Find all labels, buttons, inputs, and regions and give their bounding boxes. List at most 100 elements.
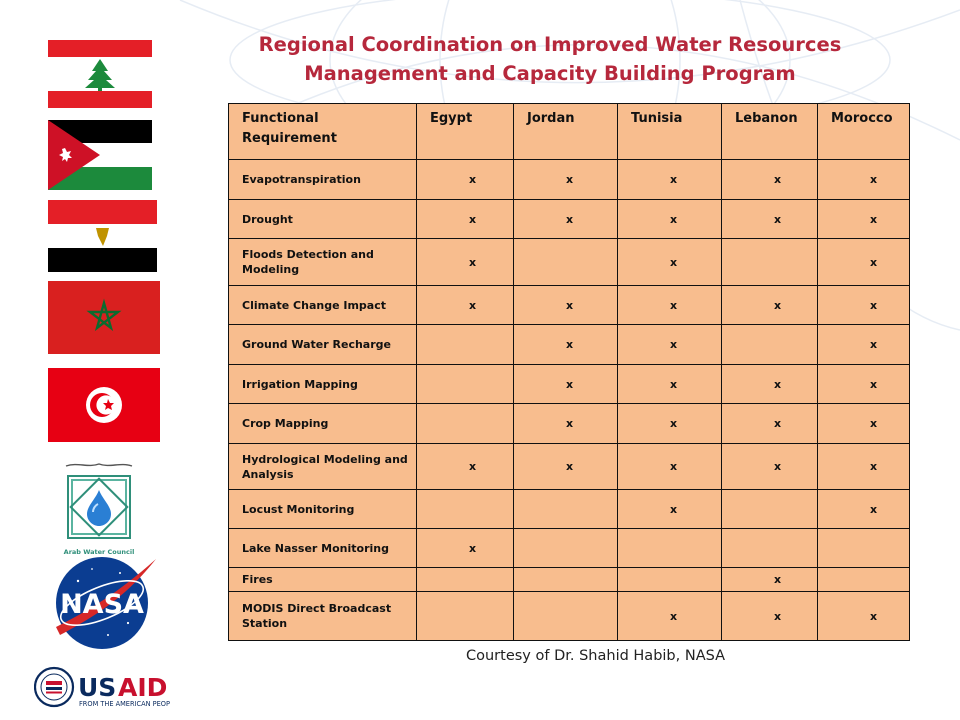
cell-lebanon: x (721, 443, 818, 490)
header-morocco: Morocco (817, 103, 910, 160)
tunisia-flag (48, 368, 160, 442)
cell-tunisia: x (617, 443, 722, 490)
arab-water-council-name: Arab Water Council (63, 548, 135, 556)
cell-egypt: x (416, 238, 514, 286)
row-label: Evapotranspiration (228, 159, 417, 200)
cell-egypt (416, 567, 514, 592)
cell-egypt (416, 324, 514, 365)
table-row: Evapotranspiration x x x x x (228, 159, 910, 200)
cell-tunisia (617, 528, 722, 568)
cell-lebanon: x (721, 199, 818, 239)
cell-morocco (817, 567, 910, 592)
row-label: Hydrological Modeling and Analysis (228, 443, 417, 490)
title-line-1: Regional Coordination on Improved Water … (258, 33, 842, 56)
header-lebanon: Lebanon (721, 103, 818, 160)
cell-morocco: x (817, 364, 910, 404)
cell-jordan (513, 567, 618, 592)
cell-morocco: x (817, 591, 910, 641)
cell-jordan (513, 528, 618, 568)
cell-morocco: x (817, 403, 910, 444)
cell-lebanon: x (721, 591, 818, 641)
cell-lebanon: x (721, 403, 818, 444)
cell-jordan: x (513, 364, 618, 404)
cell-jordan: x (513, 403, 618, 444)
table-row: Drought x x x x x (228, 199, 910, 239)
cell-morocco (817, 528, 910, 568)
cell-jordan: x (513, 159, 618, 200)
lebanon-flag (48, 40, 152, 108)
cell-tunisia: x (617, 403, 722, 444)
row-label: Floods Detection and Modeling (228, 238, 417, 286)
cell-tunisia: x (617, 489, 722, 529)
cell-lebanon: x (721, 285, 818, 325)
morocco-flag (48, 281, 160, 354)
cell-tunisia: x (617, 159, 722, 200)
row-label: Lake Nasser Monitoring (228, 528, 417, 568)
title-line-2: Management and Capacity Building Program (304, 62, 796, 85)
cell-lebanon (721, 324, 818, 365)
cell-tunisia: x (617, 199, 722, 239)
usaid-wordmark-aid: AID (118, 673, 167, 702)
cell-egypt: x (416, 285, 514, 325)
table-row: Locust Monitoring x x (228, 489, 910, 529)
cell-egypt: x (416, 443, 514, 490)
header-tunisia: Tunisia (617, 103, 722, 160)
table-row: Hydrological Modeling and Analysis x x x… (228, 443, 910, 490)
cell-tunisia: x (617, 238, 722, 286)
courtesy-caption: Courtesy of Dr. Shahid Habib, NASA (466, 648, 726, 664)
cell-egypt: x (416, 159, 514, 200)
cell-egypt (416, 591, 514, 641)
cell-lebanon: x (721, 364, 818, 404)
page-title: Regional Coordination on Improved Water … (240, 30, 860, 88)
cell-jordan (513, 238, 618, 286)
cell-tunisia: x (617, 591, 722, 641)
table-row: Lake Nasser Monitoring x (228, 528, 910, 568)
table-row: Climate Change Impact x x x x x (228, 285, 910, 325)
egypt-flag (48, 200, 157, 272)
table-row: Irrigation Mapping x x x x (228, 364, 910, 404)
jordan-flag (48, 120, 152, 190)
table-header-row: Functional Requirement Egypt Jordan Tuni… (228, 103, 910, 160)
table-row: MODIS Direct Broadcast Station x x x (228, 591, 910, 641)
usaid-tagline: FROM THE AMERICAN PEOPLE (79, 700, 170, 708)
table-row: Ground Water Recharge x x x (228, 324, 910, 365)
cell-lebanon (721, 489, 818, 529)
functional-requirements-table: Functional Requirement Egypt Jordan Tuni… (228, 103, 910, 641)
cell-egypt: x (416, 199, 514, 239)
cell-morocco: x (817, 238, 910, 286)
cell-lebanon: x (721, 159, 818, 200)
cell-morocco: x (817, 285, 910, 325)
cell-jordan: x (513, 324, 618, 365)
cell-egypt (416, 403, 514, 444)
cell-jordan (513, 591, 618, 641)
header-egypt: Egypt (416, 103, 514, 160)
cell-jordan: x (513, 199, 618, 239)
header-jordan: Jordan (513, 103, 618, 160)
usaid-logo: US AID FROM THE AMERICAN PEOPLE (34, 666, 170, 708)
row-label: MODIS Direct Broadcast Station (228, 591, 417, 641)
cell-tunisia: x (617, 324, 722, 365)
header-functional-requirement: Functional Requirement (228, 103, 417, 160)
usaid-wordmark: US (78, 673, 116, 702)
row-label: Irrigation Mapping (228, 364, 417, 404)
cell-egypt: x (416, 528, 514, 568)
cell-egypt (416, 489, 514, 529)
cell-jordan (513, 489, 618, 529)
row-label: Fires (228, 567, 417, 592)
nasa-wordmark: NASA (60, 589, 144, 620)
cell-tunisia (617, 567, 722, 592)
cell-tunisia: x (617, 285, 722, 325)
cell-lebanon (721, 528, 818, 568)
cell-tunisia: x (617, 364, 722, 404)
cell-jordan: x (513, 285, 618, 325)
row-label: Locust Monitoring (228, 489, 417, 529)
row-label: Drought (228, 199, 417, 239)
cell-morocco: x (817, 489, 910, 529)
cell-lebanon (721, 238, 818, 286)
row-label: Ground Water Recharge (228, 324, 417, 365)
arab-water-council-logo: Arab Water Council (58, 460, 140, 556)
table-row: Crop Mapping x x x x (228, 403, 910, 444)
row-label: Climate Change Impact (228, 285, 417, 325)
row-label: Crop Mapping (228, 403, 417, 444)
cell-morocco: x (817, 159, 910, 200)
